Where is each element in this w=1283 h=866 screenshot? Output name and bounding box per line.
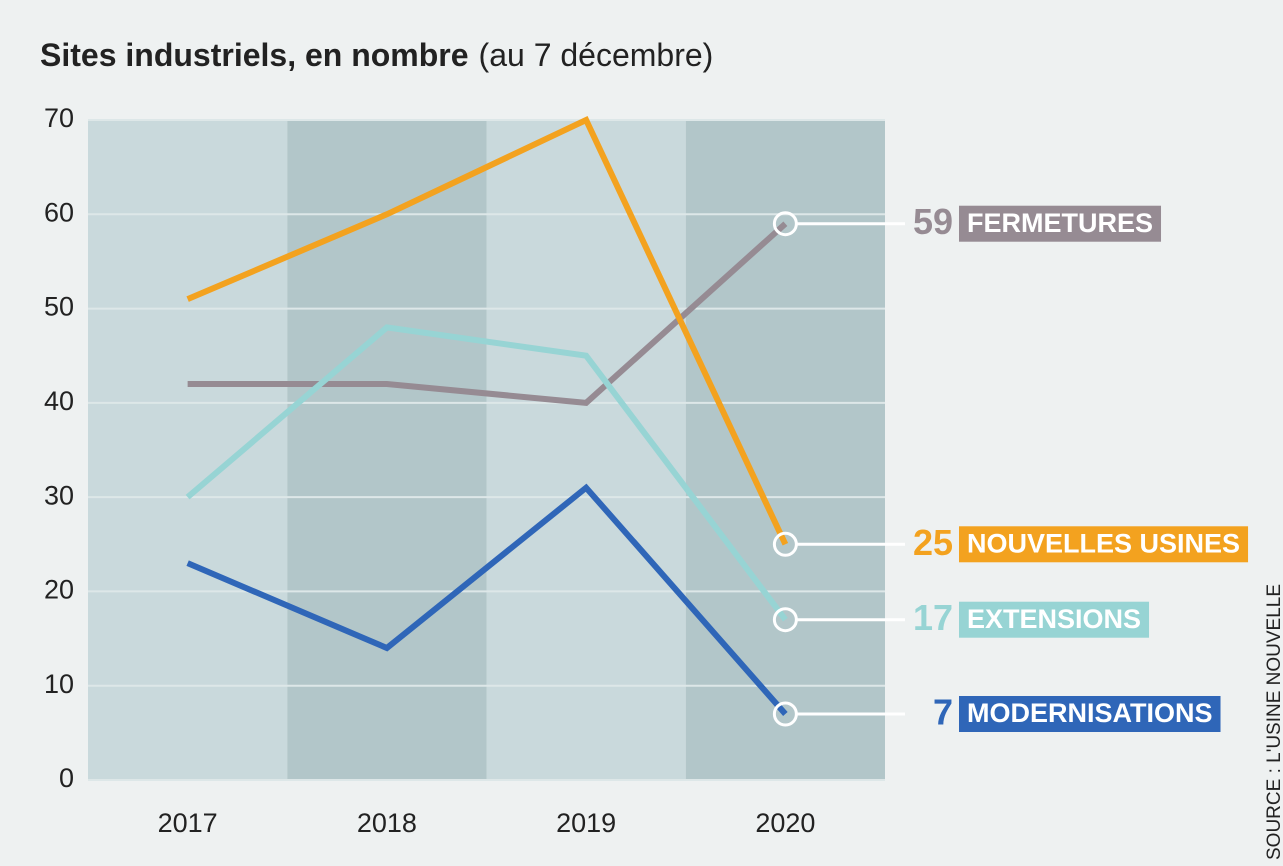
end-marker — [772, 531, 798, 557]
end-marker — [772, 211, 798, 237]
legend-label: MODERNISATIONS — [967, 698, 1213, 728]
chart-title-line: Sites industriels, en nombre (au 7 décemb… — [40, 37, 713, 73]
value-label: 25 — [913, 522, 953, 563]
x-tick-label: 2018 — [357, 808, 417, 838]
value-label: 7 — [933, 692, 953, 733]
x-tick-label: 2020 — [755, 808, 815, 838]
y-tick-label: 40 — [44, 386, 74, 416]
series-line — [185, 324, 788, 622]
end-marker — [772, 607, 798, 633]
x-tick-label: 2019 — [556, 808, 616, 838]
series-line — [186, 483, 788, 716]
y-tick-label: 0 — [59, 763, 74, 793]
y-tick-label: 10 — [44, 669, 74, 699]
legend-label: NOUVELLES USINES — [967, 528, 1240, 558]
y-tick-label: 50 — [44, 292, 74, 322]
chart-title: Sites industriels, en nombre — [40, 37, 469, 73]
column-band — [287, 120, 487, 780]
series-line — [186, 116, 789, 546]
source: SOURCE : L'USINE NOUVELLE — [1264, 584, 1283, 860]
chart-subtitle: (au 7 décembre) — [479, 37, 714, 73]
legend-box — [959, 526, 1249, 563]
legend-box — [959, 696, 1221, 732]
column-band — [685, 120, 885, 780]
legend-box — [959, 601, 1150, 638]
y-tick-label: 30 — [44, 480, 74, 510]
y-tick-label: 60 — [44, 197, 74, 227]
y-tick-label: 70 — [44, 103, 74, 133]
legend-label: EXTENSIONS — [967, 604, 1141, 634]
y-tick-label: 20 — [44, 575, 74, 605]
value-label: 59 — [913, 201, 953, 242]
value-label: 17 — [913, 597, 953, 638]
x-tick-label: 2017 — [158, 808, 218, 838]
series-line — [187, 221, 788, 406]
legend-label: FERMETURES — [967, 208, 1153, 238]
column-band — [486, 120, 686, 780]
legend-box — [959, 205, 1162, 242]
end-marker — [772, 701, 798, 727]
column-band — [88, 120, 288, 780]
